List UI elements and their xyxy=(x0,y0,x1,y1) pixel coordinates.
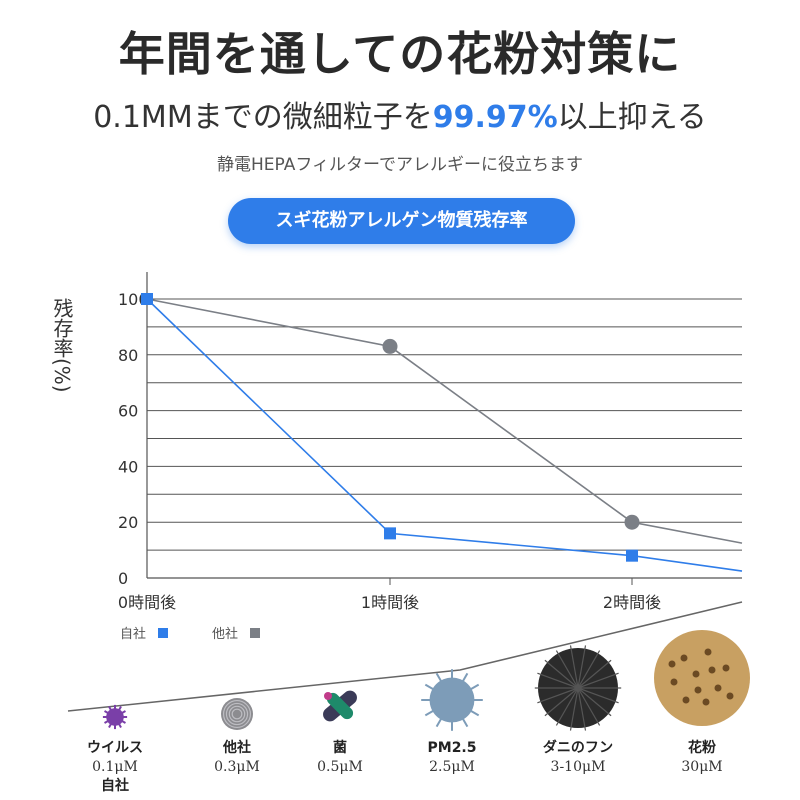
particle-name: 他社 xyxy=(222,739,251,756)
icon-body xyxy=(654,630,750,726)
icon-pore xyxy=(702,698,710,706)
subline-highlight: 99.97% xyxy=(432,100,558,135)
caption: 静電HEPAフィルターでアレルギーに役立ちます xyxy=(217,155,583,175)
particle-size: 0.3μM xyxy=(214,759,260,775)
particle-size-scale: ウイルス0.1μM自社他社0.3μM菌0.5μMPM2.52.5μMダニのフン3… xyxy=(67,601,750,794)
icon-pore xyxy=(682,696,690,704)
series-line xyxy=(146,298,743,544)
icon-pore xyxy=(670,678,678,686)
icon-fiber xyxy=(577,645,587,689)
icon-fiber xyxy=(577,659,612,689)
data-point-square xyxy=(141,293,153,305)
particle-size: 3-10μM xyxy=(551,759,606,775)
data-point-circle xyxy=(382,338,398,354)
icon-pore xyxy=(692,670,700,678)
icon-fiber xyxy=(577,687,619,704)
y-tick-label: 100 xyxy=(118,290,149,309)
legend-square-icon xyxy=(158,628,168,638)
fine-particle-icon xyxy=(221,698,253,730)
icon-fiber xyxy=(577,672,619,689)
icon-pore xyxy=(722,664,730,672)
icon-fiber xyxy=(555,687,579,726)
particle-name: 菌 xyxy=(333,739,347,756)
icon-ring xyxy=(222,699,252,729)
pollen-icon xyxy=(654,630,750,726)
y-tick-label: 20 xyxy=(118,513,138,532)
particle-name: ダニのフン xyxy=(543,739,613,756)
subline: 0.1MMまでの微細粒子を99.97%以上抑える xyxy=(0,92,800,136)
icon-ring xyxy=(231,708,243,720)
virus-icon xyxy=(102,704,128,730)
legend: 自社 他社 xyxy=(120,626,260,642)
icon-body xyxy=(106,708,124,726)
icon-pore xyxy=(668,660,676,668)
icon-body xyxy=(429,677,475,723)
icon-dot xyxy=(324,692,332,700)
particle-size: 0.1μM xyxy=(92,759,138,775)
icon-pore xyxy=(694,686,702,694)
size-trend-line xyxy=(67,601,743,712)
icon-fiber xyxy=(577,687,612,717)
icon-fiber xyxy=(555,650,579,689)
icon-fiber xyxy=(577,687,587,731)
icon-pore xyxy=(714,684,722,692)
bacteria-icon xyxy=(323,690,357,722)
legend-label: 自社 xyxy=(120,626,146,642)
x-tick-label: 0時間後 xyxy=(118,593,176,612)
icon-fiber xyxy=(569,687,579,731)
y-tick-label: 80 xyxy=(118,346,138,365)
icon-fiber xyxy=(569,645,579,689)
y-tick-label: 0 xyxy=(118,569,128,588)
icon-rod xyxy=(326,692,354,720)
particle-name: ウイルス xyxy=(87,740,143,756)
icon-pore xyxy=(680,654,688,662)
icon-fiber xyxy=(577,650,601,689)
x-tick-label: 1時間後 xyxy=(361,593,419,612)
particle-size: 0.5μM xyxy=(317,759,363,775)
y-tick-label: 40 xyxy=(118,457,138,476)
particle-name: PM2.5 xyxy=(428,740,477,756)
icon-pore xyxy=(708,666,716,674)
data-point-circle xyxy=(624,514,640,530)
icon-body xyxy=(221,698,253,730)
icon-pore xyxy=(726,692,734,700)
chart-title-pill: スギ花粉アレルゲン物質残存率 xyxy=(228,198,575,244)
gridlines xyxy=(147,298,742,579)
legend-marker-icon xyxy=(250,628,260,638)
y-tick-label: 60 xyxy=(118,402,138,421)
particle-note: 自社 xyxy=(101,777,129,794)
subline-prefix: 0.1MMまでの微細粒子を xyxy=(93,100,433,135)
particle-name: 花粉 xyxy=(688,739,716,756)
series-lines xyxy=(141,293,743,572)
pm25-icon xyxy=(421,669,483,731)
icon-fiber xyxy=(537,687,579,704)
x-tick-labels: 0時間後 1時間後 2時間後 xyxy=(118,593,661,612)
headline: 年間を通しての花粉対策に xyxy=(118,27,682,81)
icon-fiber xyxy=(544,659,579,689)
icon-fiber xyxy=(544,687,579,717)
axes xyxy=(146,272,742,585)
icon-pore xyxy=(704,648,712,656)
subline-suffix: 以上抑える xyxy=(557,100,707,135)
y-tick-labels: 0 20 40 60 80 100 xyxy=(118,290,149,588)
particle-size: 30μM xyxy=(681,759,722,775)
y-axis-label: 残存率(%) xyxy=(50,298,74,393)
series-line xyxy=(146,298,743,572)
x-tick-label: 2時間後 xyxy=(603,593,661,612)
mite-feces-icon xyxy=(534,645,622,731)
icon-fiber xyxy=(537,672,579,689)
particle-size: 2.5μM xyxy=(429,759,475,775)
icon-ring xyxy=(225,702,249,726)
legend-label: 他社 xyxy=(212,626,238,642)
data-point-square xyxy=(626,549,638,562)
data-point-square xyxy=(384,527,396,540)
icon-fiber xyxy=(577,687,601,726)
icon-ring xyxy=(228,705,246,723)
